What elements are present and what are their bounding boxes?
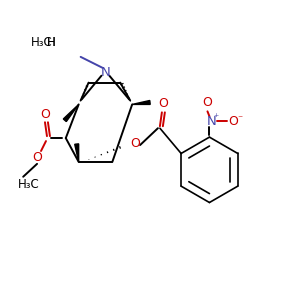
Polygon shape	[63, 104, 79, 122]
Text: O: O	[158, 97, 168, 110]
Text: H₃C: H₃C	[18, 178, 40, 191]
Text: ⁺: ⁺	[214, 113, 219, 123]
Text: O: O	[130, 136, 140, 150]
Text: O: O	[202, 96, 212, 109]
Text: ⁻: ⁻	[238, 114, 243, 124]
Text: H: H	[47, 37, 56, 50]
Text: N: N	[100, 66, 110, 79]
Polygon shape	[75, 144, 79, 162]
Text: H₃C: H₃C	[31, 37, 53, 50]
Polygon shape	[132, 100, 150, 104]
Text: O: O	[228, 115, 238, 128]
Text: H: H	[47, 37, 56, 50]
Text: O: O	[32, 152, 42, 164]
Text: O: O	[40, 108, 50, 121]
Text: N: N	[207, 115, 216, 128]
